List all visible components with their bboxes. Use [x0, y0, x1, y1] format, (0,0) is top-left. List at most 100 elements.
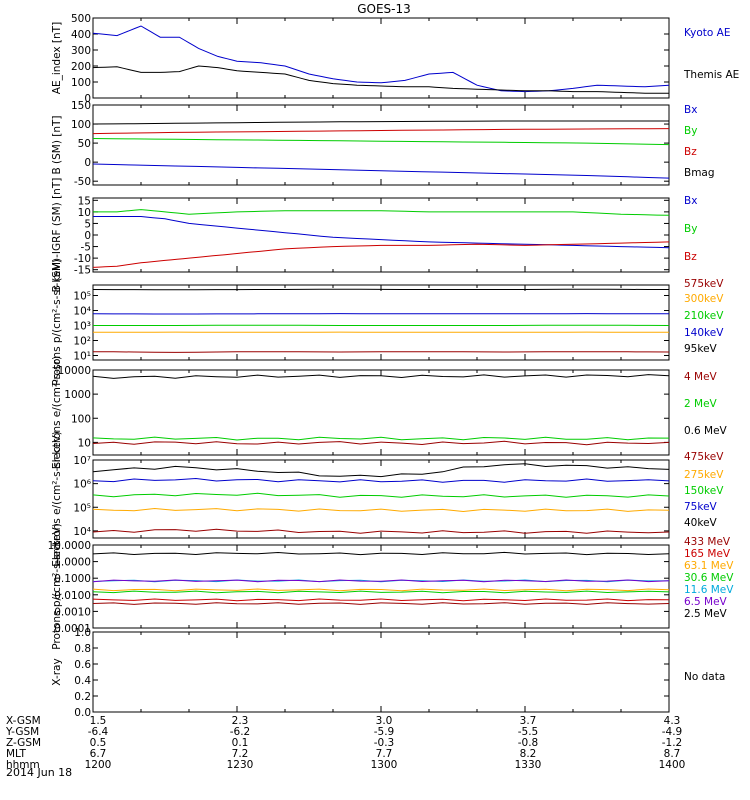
y-axis-label: AE_index [nT]	[51, 22, 63, 94]
y-axis-label: B (SM) [nT]	[51, 115, 63, 174]
orbit-value: 1400	[659, 759, 686, 771]
orbit-value: -4.9	[662, 726, 683, 738]
legend-entry: Bz	[684, 146, 697, 158]
y-tick-label: 0.0010	[54, 606, 91, 618]
legend-entry: Kyoto AE	[684, 27, 730, 39]
y-axis-label: Protons p/(cm²-s-sr-keV)	[51, 523, 63, 650]
series-line-bz	[92, 128, 670, 135]
series-line-bz	[92, 241, 670, 268]
series-line-95kev	[92, 288, 669, 291]
series-line-by	[92, 138, 670, 146]
series-line-kyoto-ae	[92, 25, 670, 93]
series-line-bx	[93, 216, 670, 249]
y-tick-label: 0	[84, 157, 91, 169]
figure-title: GOES-13	[357, 2, 411, 16]
orbit-value: -1.2	[662, 737, 683, 749]
y-tick-label: 100	[71, 119, 91, 131]
y-tick-label: 0.0001	[54, 623, 91, 635]
series-line-2-mev	[92, 436, 670, 441]
orbit-value: -5.5	[518, 726, 539, 738]
legend-entry: By	[684, 223, 697, 235]
orbit-row-label: MLT	[6, 748, 26, 760]
legend-entry: 30.6 MeV	[684, 572, 734, 584]
series-line-by	[93, 209, 670, 216]
orbit-value: 7.7	[376, 748, 393, 760]
y-tick-label: 10³	[73, 320, 91, 332]
legend-entry: 11.6 MeV	[684, 584, 734, 596]
panel-frame	[92, 197, 670, 273]
orbit-value: 1200	[85, 759, 112, 771]
y-tick-label: 10⁵	[73, 290, 91, 302]
y-tick-label: 10000	[58, 365, 91, 377]
orbit-value: 6.7	[90, 748, 107, 760]
y-tick-label: 0.0100	[54, 590, 91, 602]
legend-entry: 433 MeV	[684, 536, 731, 548]
y-axis-label: Protons p/(cm²-s-sr-keV)	[51, 259, 63, 386]
orbit-row-label: Y-GSM	[5, 726, 39, 738]
legend-entry: Bmag	[684, 167, 715, 179]
series-line-2.5-mev	[92, 551, 670, 556]
legend-entry: 210keV	[684, 310, 724, 322]
y-tick-label: 0.0	[74, 707, 91, 719]
panel-8: 0.0 0.2 0.4 0.6 0.8 1.0 X-ray No data	[51, 627, 725, 719]
legend-entry: 475keV	[684, 451, 724, 463]
y-tick-label: 500	[71, 13, 91, 25]
date-label: 2014 Jun 18	[6, 766, 72, 779]
y-tick-label: 10⁵	[73, 502, 91, 514]
series-line-themis-ae	[92, 65, 669, 94]
series-line-30.6-mev	[92, 590, 670, 594]
orbit-value: 1.5	[90, 715, 107, 727]
y-tick-label: 300	[71, 45, 91, 57]
orbit-row-label: X-GSM	[6, 715, 41, 727]
y-tick-label: 100	[71, 77, 91, 89]
orbit-value: 0.5	[90, 737, 107, 749]
panel-frame	[92, 284, 670, 361]
y-tick-label: 5	[84, 218, 91, 230]
series-line-bx	[92, 163, 670, 179]
legend-entry: 40keV	[684, 517, 718, 529]
y-tick-label: -5	[81, 242, 91, 254]
series-line-bmag	[92, 120, 669, 125]
legend-entry: By	[684, 125, 697, 137]
orbit-value: -5.9	[374, 726, 395, 738]
y-axis-label: Electrons e/(cm²-s-sr-keV)	[51, 431, 63, 567]
series-line-475kev	[92, 528, 670, 534]
y-tick-label: 10⁴	[73, 305, 91, 317]
y-tick-label: 10	[78, 207, 91, 219]
orbit-value: 2.3	[232, 715, 249, 727]
orbit-value: -6.2	[230, 726, 251, 738]
orbit-value: -0.8	[518, 737, 539, 749]
orbit-value: 3.7	[520, 715, 537, 727]
y-tick-label: -15	[74, 265, 91, 277]
orbit-row-label: hhmm	[6, 759, 40, 771]
panel-6: 10⁴ 10⁵ 10⁶ 10⁷ Electrons e/(cm²-s-sr-keV) 47…	[51, 431, 724, 567]
y-tick-label: 0.4	[74, 675, 91, 687]
y-tick-label: 0.1000	[54, 573, 91, 585]
orbit-value: -6.4	[88, 726, 109, 738]
orbit-value: 1330	[515, 759, 542, 771]
orbit-value: 3.0	[376, 715, 393, 727]
panel-1: 0 100 200 300 400 500 AE_index [nT] Kyoto AE The…	[51, 13, 739, 105]
y-tick-label: 0.8	[74, 643, 91, 655]
legend-entry: Bz	[684, 251, 697, 263]
no-data-label: No data	[684, 671, 725, 683]
panel-frame	[92, 544, 670, 629]
legend-entry: 165 MeV	[684, 548, 731, 560]
orbit-row-label: Z-GSM	[6, 737, 41, 749]
orbit-value: 1230	[227, 759, 254, 771]
legend-entry: 140keV	[684, 327, 724, 339]
series-line-150kev	[92, 492, 670, 498]
y-tick-label: 400	[71, 29, 91, 41]
orbit-value: -0.3	[374, 737, 395, 749]
series-line-63.1-mev	[92, 588, 670, 592]
y-tick-label: -50	[74, 176, 91, 188]
orbit-value: 8.2	[520, 748, 537, 760]
y-tick-label: 10⁶	[73, 479, 91, 491]
panel-2: -50 0 50 100 150 B (SM) [nT] Bx By Bz Bmag	[51, 100, 715, 188]
legend-entry: Bx	[684, 104, 697, 116]
legend-entry: 150keV	[684, 485, 724, 497]
